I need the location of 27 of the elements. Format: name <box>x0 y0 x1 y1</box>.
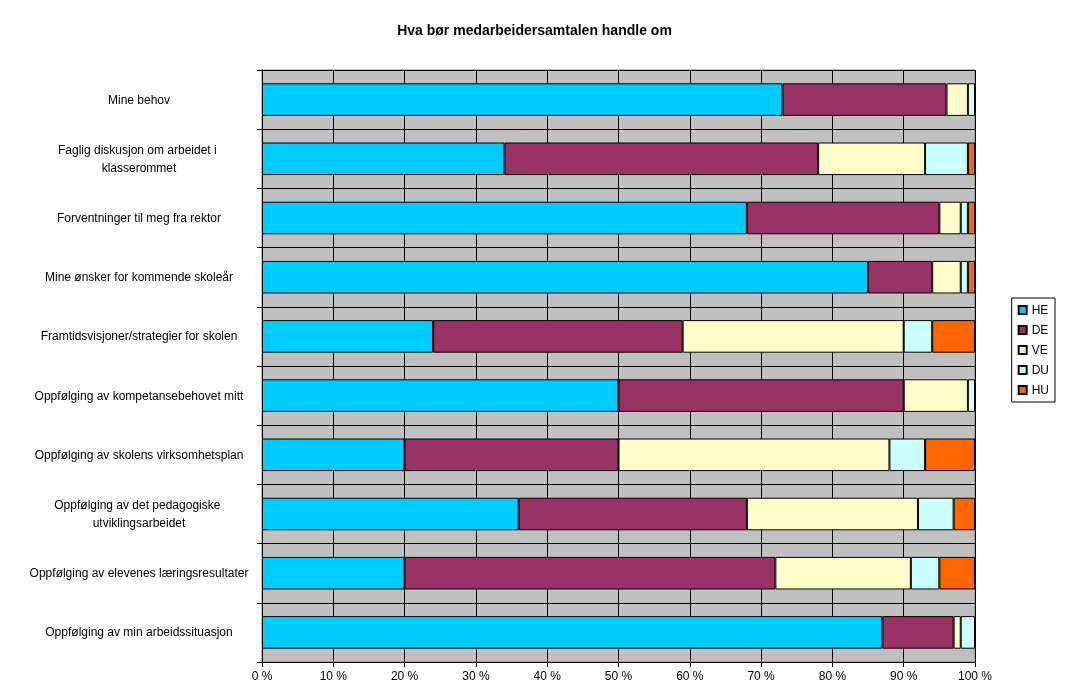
y-tick-label: Mine ønsker for kommende skoleår <box>44 270 234 285</box>
chart-title: Hva bør medarbeidersamtalen handle om <box>397 22 672 38</box>
legend-label: DU <box>1031 363 1050 377</box>
y-tick-label: Framtidsvisjoner/strategier for skolen <box>40 329 238 344</box>
y-tick-label: Oppfølging av elevenes læringsresultater <box>29 566 249 581</box>
legend-label: DE <box>1031 323 1049 337</box>
legend-label: HE <box>1031 303 1049 317</box>
x-tick-label: 80 % <box>818 669 847 683</box>
x-tick-label: 90 % <box>890 669 918 683</box>
x-tick-label: 30 % <box>462 669 490 683</box>
y-tick-label: Oppfølging av min arbeidssituasjon <box>45 625 233 640</box>
x-tick-label: 70 % <box>747 669 776 683</box>
y-tick-label: Mine behov <box>107 92 171 107</box>
x-tick-label: 50 % <box>604 669 633 683</box>
x-tick-label: 40 % <box>533 669 562 683</box>
y-tick-label: Oppfølging av det pedagogiske utviklingsarbeidet <box>54 498 224 530</box>
y-tick-label: Oppfølging av kompetansebehovet mitt <box>34 388 245 403</box>
y-tick-label: Faglig diskusjon om arbeidet i klasserommet <box>57 142 221 175</box>
y-tick-label: Oppfølging av skolens virksomhetsplan <box>34 447 244 462</box>
legend-label: HU <box>1031 383 1050 397</box>
legend-label: VE <box>1031 343 1048 357</box>
x-tick-label: 10 % <box>319 669 348 683</box>
x-tick-label: 100 % <box>957 669 993 683</box>
y-tick-label: Forventninger til meg fra rektor <box>56 211 222 225</box>
x-tick-label: 20 % <box>390 669 419 683</box>
x-tick-label: 0 % <box>251 669 273 683</box>
x-tick-label: 60 % <box>676 669 704 683</box>
